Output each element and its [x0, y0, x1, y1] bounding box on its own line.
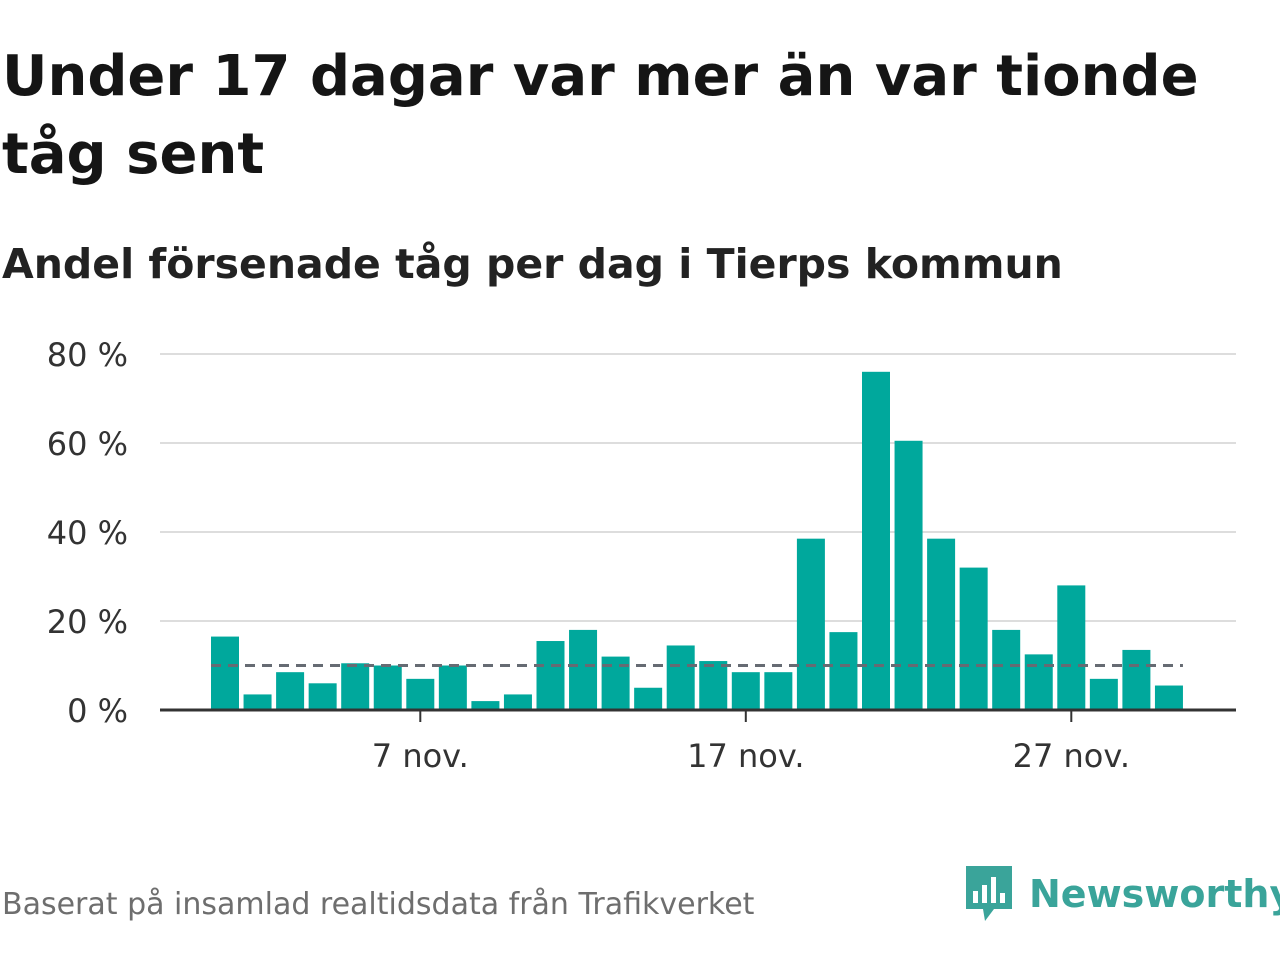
bar	[699, 661, 728, 710]
y-tick-label: 40 %	[47, 514, 128, 552]
y-tick-label: 20 %	[47, 603, 128, 641]
bar	[829, 632, 858, 710]
y-tick-label: 80 %	[47, 336, 128, 374]
bar	[862, 371, 890, 710]
chart-title: Under 17 dagar var mer än var tionde tåg…	[2, 44, 1199, 187]
bar	[634, 687, 663, 710]
bar	[243, 694, 272, 710]
brand-name: Newsworthy	[1029, 872, 1280, 916]
y-tick-label: 0 %	[67, 692, 128, 730]
bar	[992, 629, 1021, 710]
y-tick-label: 60 %	[47, 425, 128, 463]
bar	[211, 636, 239, 710]
bar	[536, 641, 565, 710]
brand-logo: Newsworthy	[963, 862, 1280, 926]
bar	[569, 629, 598, 710]
bar	[1057, 585, 1086, 710]
bar	[471, 701, 500, 710]
source-note: Baserat på insamlad realtidsdata från Tr…	[2, 887, 755, 922]
bar	[796, 538, 825, 710]
bar	[1122, 649, 1151, 710]
bar	[373, 665, 402, 710]
bar	[503, 694, 532, 710]
bar	[308, 683, 337, 710]
bar-chart: 0 % 20 % 40 % 60 % 80 % 7 nov. 17 nov. 27 nov.	[47, 336, 1236, 775]
bar	[1089, 678, 1118, 710]
newsworthy-logo-icon	[966, 866, 1012, 921]
x-tick-label: 7 nov.	[372, 737, 469, 775]
bar	[959, 567, 988, 710]
bar	[731, 672, 760, 710]
bar	[1154, 685, 1183, 710]
bar	[406, 678, 435, 710]
bar	[341, 663, 370, 710]
chart-subtitle: Andel försenade tåg per dag i Tierps kom…	[2, 240, 1063, 288]
bar	[438, 665, 467, 710]
bar	[666, 645, 695, 710]
bar	[764, 672, 793, 710]
bar	[1024, 654, 1053, 710]
x-tick-label: 17 nov.	[687, 737, 804, 775]
bar	[927, 538, 956, 710]
x-tick-label: 27 nov.	[1013, 737, 1130, 775]
bar	[894, 440, 923, 710]
bar	[276, 672, 305, 710]
